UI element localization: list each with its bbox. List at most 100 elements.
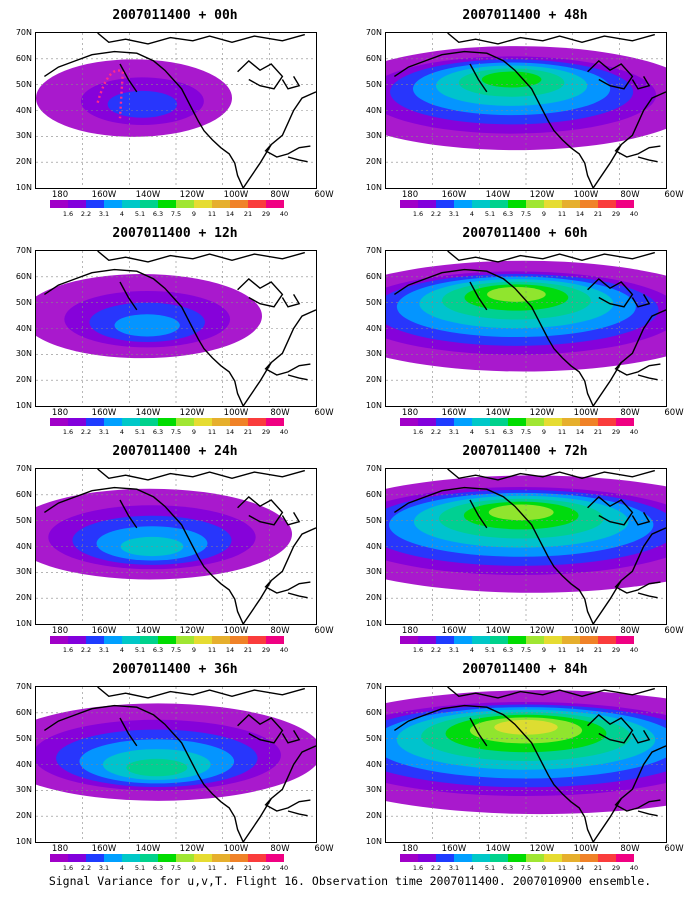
latitude-label: 40N xyxy=(365,541,382,551)
longitude-label: 100W xyxy=(573,190,599,200)
colorbar-label: 40 xyxy=(629,646,639,654)
coastline xyxy=(287,374,308,381)
colorbar-label: 2.2 xyxy=(80,646,92,654)
colorbar-label: 4 xyxy=(119,864,125,872)
variance-map xyxy=(386,687,666,842)
latitude-label: 20N xyxy=(15,157,32,167)
colorbar-swatch xyxy=(436,200,454,208)
colorbar-label: 11 xyxy=(207,646,217,654)
longitude-label: 180 xyxy=(401,844,419,854)
longitude-label: 80W xyxy=(270,408,290,418)
longitude-label: 120W xyxy=(179,626,205,636)
colorbar-swatch xyxy=(616,854,634,862)
map-panel: 2007011400 + 36h 70N 60N 50N 40N 30N 20N 10N 180… xyxy=(0,654,350,872)
colorbar-label: 11 xyxy=(207,210,217,218)
coastline xyxy=(394,50,594,188)
colorbar-swatch xyxy=(400,854,418,862)
colorbar-swatch xyxy=(454,418,472,426)
colorbar-swatch xyxy=(598,636,616,644)
colorbar-swatch xyxy=(526,636,544,644)
colorbar-label: 1.6 xyxy=(62,210,74,218)
latitude-label: 40N xyxy=(365,323,382,333)
latitude-label: 60N xyxy=(15,53,32,63)
longitude-label: 140W xyxy=(485,844,511,854)
colorbar-swatch xyxy=(526,200,544,208)
coastline xyxy=(592,91,666,188)
colorbar-label: 29 xyxy=(261,210,271,218)
variance-map xyxy=(386,469,666,624)
colorbar-label: 6.3 xyxy=(502,864,514,872)
longitude-label: 180 xyxy=(51,626,69,636)
colorbar-swatch xyxy=(598,418,616,426)
colorbar-swatch xyxy=(248,200,266,208)
variance-contour xyxy=(114,314,180,337)
coastline xyxy=(97,33,305,45)
colorbar-swatch xyxy=(418,636,436,644)
colorbar-swatch xyxy=(50,636,68,644)
colorbar-label: 3.1 xyxy=(448,210,460,218)
colorbar-swatch xyxy=(400,418,418,426)
coastline xyxy=(119,717,138,747)
longitude-label: 180 xyxy=(51,408,69,418)
colorbar-swatch xyxy=(436,854,454,862)
coastline xyxy=(637,592,658,599)
map-plot-area xyxy=(35,468,317,625)
colorbar-label: 7.5 xyxy=(170,864,182,872)
colorbar-label: 40 xyxy=(629,210,639,218)
colorbar-swatch xyxy=(562,418,580,426)
colorbar-label: 4 xyxy=(469,646,475,654)
colorbar-label: 21 xyxy=(243,428,253,436)
coastline xyxy=(44,704,244,842)
longitude-label: 60W xyxy=(314,190,334,200)
coastline xyxy=(281,294,301,308)
colorbar-label: 14 xyxy=(575,864,585,872)
colorbar-label: 9 xyxy=(191,428,197,436)
colorbar-swatch xyxy=(400,636,418,644)
colorbar-label: 3.1 xyxy=(448,428,460,436)
coastline xyxy=(587,495,634,526)
coastline xyxy=(264,144,311,158)
colorbar-label: 5.1 xyxy=(134,864,146,872)
coastline xyxy=(97,687,305,699)
colorbar-label: 3.1 xyxy=(448,864,460,872)
map-panel: 2007011400 + 72h 70N 60N 50N 40N 30N 20N 10N 180… xyxy=(350,436,700,654)
colorbar-swatch xyxy=(104,854,122,862)
latitude-label: 60N xyxy=(365,489,382,499)
colorbar-label: 6.3 xyxy=(152,864,164,872)
colorbar-swatch xyxy=(562,854,580,862)
colorbar-label: 4 xyxy=(469,428,475,436)
colorbar-swatch xyxy=(104,418,122,426)
colorbar-label: 7.5 xyxy=(520,210,532,218)
latitude-label: 50N xyxy=(15,515,32,525)
longitude-label: 100W xyxy=(223,408,249,418)
map-panel: 2007011400 + 60h 70N 60N 50N 40N 30N 20N 10N 180… xyxy=(350,218,700,436)
colorbar-swatch xyxy=(508,418,526,426)
latitude-label: 70N xyxy=(15,464,32,473)
colorbar-label: 9 xyxy=(541,428,547,436)
latitude-label: 20N xyxy=(15,811,32,821)
colorbar-label: 2.2 xyxy=(80,428,92,436)
colorbar-label: 11 xyxy=(207,864,217,872)
colorbar-label: 1.6 xyxy=(62,864,74,872)
longitude-label: 100W xyxy=(223,844,249,854)
latitude-label: 30N xyxy=(365,785,382,795)
map-plot-area xyxy=(35,686,317,843)
longitude-label: 120W xyxy=(529,408,555,418)
longitude-label: 80W xyxy=(620,844,640,854)
colorbar-swatch xyxy=(140,418,158,426)
colorbar-label: 4 xyxy=(119,428,125,436)
latitude-label: 10N xyxy=(365,183,382,192)
colorbar-label: 2.2 xyxy=(80,210,92,218)
colorbar-label: 3.1 xyxy=(98,646,110,654)
colorbar-swatch xyxy=(598,200,616,208)
colorbar-swatch xyxy=(122,200,140,208)
colorbar-label: 14 xyxy=(225,864,235,872)
latitude-label: 10N xyxy=(365,401,382,410)
latitude-label: 70N xyxy=(365,682,382,691)
colorbar-swatch xyxy=(580,854,598,862)
colorbar xyxy=(50,854,284,862)
colorbar-label: 9 xyxy=(541,210,547,218)
colorbar-swatch xyxy=(158,200,176,208)
colorbar-swatch xyxy=(212,854,230,862)
